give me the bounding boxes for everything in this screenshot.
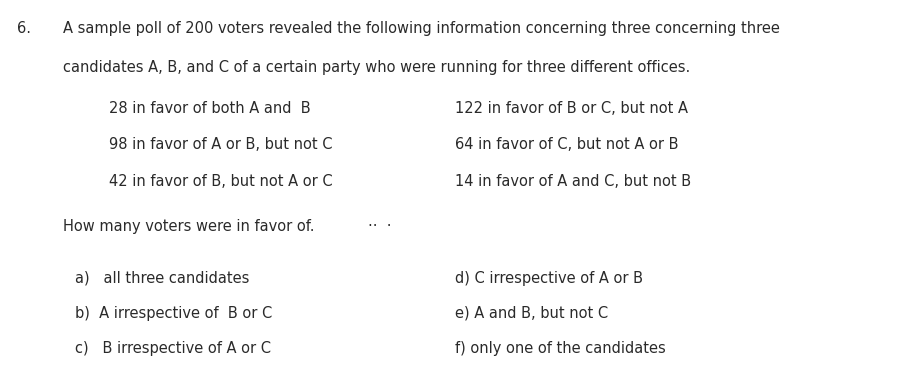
- Text: 14 in favor of A and C, but not B: 14 in favor of A and C, but not B: [455, 174, 691, 189]
- Text: b)  A irrespective of  B or C: b) A irrespective of B or C: [75, 306, 272, 321]
- Text: c)   B irrespective of A or C: c) B irrespective of A or C: [75, 341, 271, 356]
- Text: 64 in favor of C, but not A or B: 64 in favor of C, but not A or B: [455, 137, 678, 152]
- Text: 28 in favor of both A and  B: 28 in favor of both A and B: [108, 101, 310, 116]
- Text: A sample poll of 200 voters revealed the following information concerning three : A sample poll of 200 voters revealed the…: [62, 21, 778, 36]
- Text: 98 in favor of A or B, but not C: 98 in favor of A or B, but not C: [108, 137, 332, 152]
- Text: e) A and B, but not C: e) A and B, but not C: [455, 306, 607, 321]
- Text: ··  ·: ·· ·: [368, 219, 391, 234]
- Text: d) C irrespective of A or B: d) C irrespective of A or B: [455, 271, 642, 286]
- Text: 6.: 6.: [17, 21, 30, 36]
- Text: f) only one of the candidates: f) only one of the candidates: [455, 341, 665, 356]
- Text: candidates A, B, and C of a certain party who were running for three different o: candidates A, B, and C of a certain part…: [62, 60, 689, 75]
- Text: 42 in favor of B, but not A or C: 42 in favor of B, but not A or C: [108, 174, 332, 189]
- Text: 122 in favor of B or C, but not A: 122 in favor of B or C, but not A: [455, 101, 687, 116]
- Text: a)   all three candidates: a) all three candidates: [75, 271, 250, 286]
- Text: How many voters were in favor of.: How many voters were in favor of.: [62, 219, 313, 234]
